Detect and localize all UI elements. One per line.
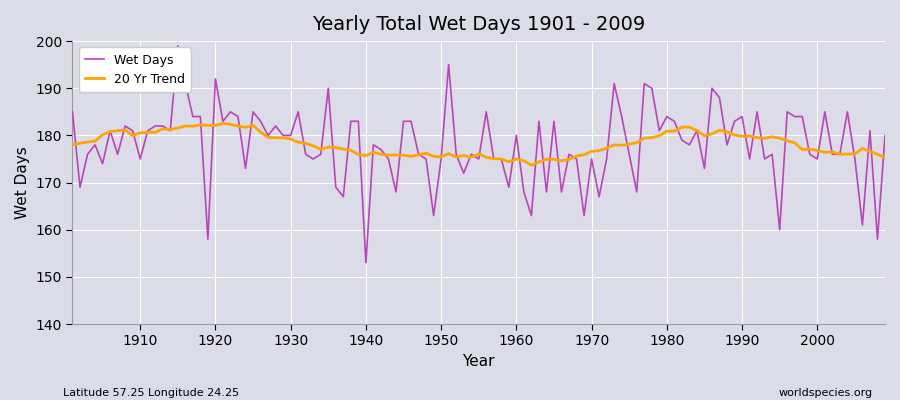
Title: Yearly Total Wet Days 1901 - 2009: Yearly Total Wet Days 1901 - 2009 xyxy=(312,15,645,34)
Text: worldspecies.org: worldspecies.org xyxy=(778,388,873,398)
20 Yr Trend xyxy=(127,133,138,138)
Wet Days xyxy=(361,260,372,265)
Wet Days xyxy=(346,119,356,124)
Wet Days xyxy=(616,114,627,119)
Wet Days xyxy=(68,110,78,114)
Wet Days xyxy=(879,133,890,138)
Y-axis label: Wet Days: Wet Days xyxy=(15,146,30,219)
20 Yr Trend xyxy=(346,148,356,153)
20 Yr Trend xyxy=(526,163,536,168)
20 Yr Trend xyxy=(518,158,529,163)
Wet Days xyxy=(518,190,529,194)
X-axis label: Year: Year xyxy=(463,354,495,369)
Wet Days xyxy=(526,213,536,218)
Wet Days xyxy=(127,128,138,133)
Wet Days xyxy=(301,152,311,157)
20 Yr Trend xyxy=(511,156,522,161)
Wet Days xyxy=(173,44,184,48)
20 Yr Trend xyxy=(301,141,311,146)
20 Yr Trend xyxy=(218,121,229,126)
Text: Latitude 57.25 Longitude 24.25: Latitude 57.25 Longitude 24.25 xyxy=(63,388,239,398)
20 Yr Trend xyxy=(68,142,78,147)
Line: 20 Yr Trend: 20 Yr Trend xyxy=(73,123,885,165)
Line: Wet Days: Wet Days xyxy=(73,46,885,263)
20 Yr Trend xyxy=(616,143,627,148)
20 Yr Trend xyxy=(879,155,890,160)
Legend: Wet Days, 20 Yr Trend: Wet Days, 20 Yr Trend xyxy=(78,47,191,92)
